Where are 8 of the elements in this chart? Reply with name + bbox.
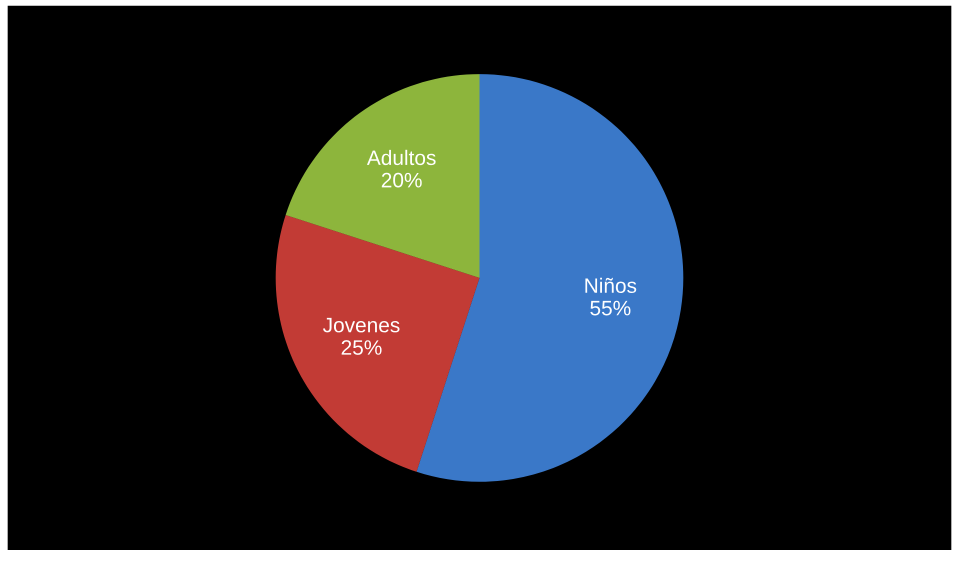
data-label: 55% xyxy=(590,300,630,316)
pie-slice xyxy=(276,214,480,472)
data-label: 25% xyxy=(342,340,382,355)
slice-label: Niños xyxy=(585,278,636,294)
slice-label: Jovenes xyxy=(322,318,400,332)
slice-label: Adultos xyxy=(366,150,436,166)
data-label: 20% xyxy=(382,172,422,188)
pie-slice xyxy=(286,74,480,278)
